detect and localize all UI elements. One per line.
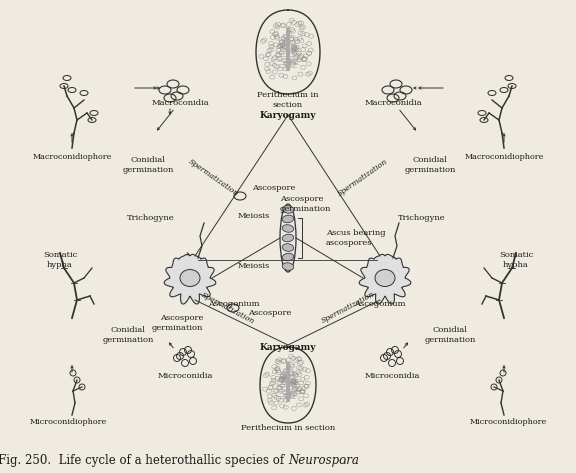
Text: Karyogamy: Karyogamy — [260, 111, 316, 120]
Text: Macroconidia: Macroconidia — [151, 99, 209, 107]
Text: Perithecium in
section: Perithecium in section — [257, 91, 319, 109]
Ellipse shape — [282, 225, 294, 232]
Text: Somatic
hypha: Somatic hypha — [43, 252, 77, 269]
Text: Meiosis: Meiosis — [238, 262, 270, 270]
Text: Perithecium in section: Perithecium in section — [241, 424, 335, 432]
Text: Conidial
germination: Conidial germination — [404, 157, 456, 174]
Text: Spermatization: Spermatization — [336, 158, 389, 198]
Text: Fig. 250.  Life cycle of a heterothallic species of: Fig. 250. Life cycle of a heterothallic … — [0, 454, 288, 466]
Text: Meiosis: Meiosis — [238, 212, 270, 220]
Text: Ascospore: Ascospore — [252, 184, 295, 192]
Text: Spermatization: Spermatization — [200, 290, 256, 325]
Text: Macroconidiophore: Macroconidiophore — [32, 153, 112, 161]
Text: Conidial
germination: Conidial germination — [103, 326, 154, 343]
Text: Macroconidia: Macroconidia — [364, 99, 422, 107]
Text: Spermatization: Spermatization — [187, 158, 240, 198]
Text: Trichogyne: Trichogyne — [127, 214, 175, 222]
Text: Microconidia: Microconidia — [364, 372, 420, 380]
Ellipse shape — [282, 244, 294, 251]
Text: Somatic
hypha: Somatic hypha — [499, 252, 533, 269]
Text: Ascospore: Ascospore — [248, 309, 291, 317]
Ellipse shape — [180, 270, 200, 287]
Text: .: . — [343, 454, 347, 466]
Ellipse shape — [282, 253, 294, 261]
Text: Ascogonium: Ascogonium — [208, 300, 260, 308]
Text: Ascogonium: Ascogonium — [354, 300, 406, 308]
Ellipse shape — [280, 204, 296, 272]
Text: Neurospora: Neurospora — [288, 454, 359, 466]
Text: Ascospore
germination: Ascospore germination — [151, 315, 203, 332]
Text: Trichogyne: Trichogyne — [398, 214, 446, 222]
Text: Conidial
germination: Conidial germination — [122, 157, 174, 174]
Text: Karyogamy: Karyogamy — [260, 342, 316, 351]
Polygon shape — [359, 254, 411, 304]
Text: Macroconidiophore: Macroconidiophore — [464, 153, 544, 161]
Ellipse shape — [282, 215, 294, 223]
Text: Conidial
germination: Conidial germination — [425, 326, 476, 343]
Ellipse shape — [282, 206, 294, 213]
Ellipse shape — [282, 263, 294, 271]
Ellipse shape — [282, 234, 294, 242]
Ellipse shape — [375, 270, 395, 287]
Text: Spermatization: Spermatization — [320, 290, 376, 325]
Text: Ascospore
germination: Ascospore germination — [280, 195, 331, 212]
Polygon shape — [164, 254, 216, 304]
Text: Microconidiophore: Microconidiophore — [29, 418, 107, 426]
Text: Microconidia: Microconidia — [157, 372, 213, 380]
Text: Ascus bearing
ascospores: Ascus bearing ascospores — [326, 229, 385, 246]
Text: Microconidiophore: Microconidiophore — [469, 418, 547, 426]
